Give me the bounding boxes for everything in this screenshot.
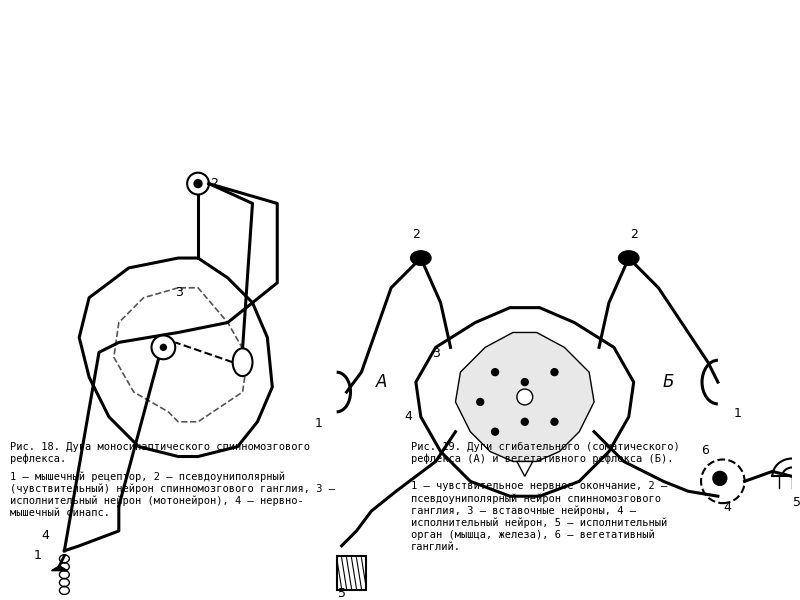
Circle shape (517, 389, 533, 405)
Text: 5: 5 (338, 587, 346, 600)
Circle shape (713, 472, 726, 485)
Circle shape (551, 368, 558, 376)
Circle shape (151, 335, 175, 359)
Text: 1 – мышечный рецептор, 2 – псевдоуниполярный
(чувствительный) нейрон спинномозго: 1 – мышечный рецептор, 2 – псевдоуниполя… (10, 472, 335, 518)
Circle shape (194, 179, 202, 188)
Text: Рис. 19. Дуги сгибательного (соматического)
рефлекса (А) и вегетативного рефлекс: Рис. 19. Дуги сгибательного (соматическо… (411, 442, 680, 464)
Circle shape (161, 344, 166, 350)
Text: 4: 4 (404, 410, 412, 423)
Polygon shape (517, 461, 533, 476)
Text: 1: 1 (734, 407, 742, 420)
Circle shape (522, 379, 528, 386)
Text: 1 – чувствительное нервное окончание, 2 –
псевдоуниполярный нейрон спинномозгово: 1 – чувствительное нервное окончание, 2 … (411, 481, 667, 552)
Polygon shape (51, 566, 67, 571)
Text: Рис. 18. Дуга моносинаптического спинномозгового
рефлекса.: Рис. 18. Дуга моносинаптического спинном… (10, 442, 310, 464)
Text: Б: Б (662, 373, 674, 391)
Text: 1: 1 (315, 417, 322, 430)
Text: 3: 3 (432, 347, 440, 360)
Ellipse shape (233, 349, 253, 376)
Circle shape (477, 398, 484, 406)
Text: 2: 2 (630, 228, 638, 241)
Circle shape (522, 418, 528, 425)
Circle shape (492, 428, 498, 435)
Text: 4: 4 (724, 501, 732, 514)
Text: 3: 3 (175, 286, 183, 299)
Text: 5: 5 (793, 496, 800, 509)
Text: 2: 2 (412, 228, 420, 241)
Text: 6: 6 (701, 443, 709, 457)
Text: 4: 4 (42, 529, 50, 542)
Ellipse shape (410, 250, 432, 266)
Text: 1: 1 (34, 549, 42, 562)
Circle shape (492, 368, 498, 376)
Circle shape (551, 418, 558, 425)
Polygon shape (455, 332, 594, 461)
Text: А: А (375, 373, 387, 391)
Ellipse shape (618, 250, 640, 266)
Text: 2: 2 (210, 177, 218, 190)
